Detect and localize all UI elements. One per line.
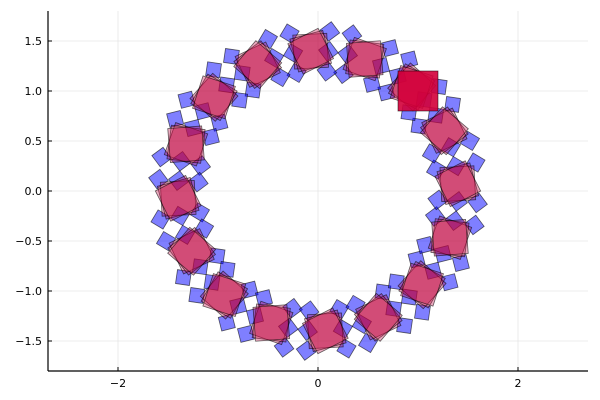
x-axis-ticks: −2 0 2	[110, 367, 522, 390]
red-square	[167, 226, 217, 276]
red-square	[400, 262, 444, 307]
red-square	[154, 174, 202, 222]
blue-square	[464, 214, 485, 236]
blue-square	[425, 159, 447, 180]
y-axis-ticks: 1.5 1.0 0.5 0.0 −0.5 −1.0 −1.5	[15, 35, 52, 348]
red-square	[167, 125, 205, 163]
blue-square	[177, 90, 196, 109]
blue-square	[337, 43, 359, 65]
x-tick-label: 2	[515, 377, 522, 390]
blue-square	[341, 24, 363, 45]
blue-square	[170, 150, 192, 172]
red-square	[431, 219, 469, 257]
red-square	[202, 273, 247, 317]
blue-square	[282, 43, 304, 64]
y-tick-label: −1.0	[15, 285, 42, 298]
blue-square	[170, 205, 191, 227]
blue-square	[444, 210, 466, 232]
highlight-red-square	[397, 70, 439, 112]
red-square	[233, 40, 283, 90]
blue-square	[329, 298, 350, 320]
red-square	[419, 106, 469, 156]
blue-square	[400, 50, 419, 69]
red-square	[192, 75, 236, 120]
blue-square	[445, 155, 466, 177]
red-square	[252, 304, 290, 342]
x-tick-label: 0	[315, 377, 322, 390]
highlighted-square	[397, 70, 439, 112]
y-tick-label: 0.5	[25, 135, 43, 148]
blue-square	[440, 273, 459, 292]
red-square	[346, 40, 384, 78]
x-tick-label: −2	[110, 377, 126, 390]
blue-square	[273, 337, 295, 358]
y-tick-label: 1.0	[25, 85, 43, 98]
blue-square	[332, 318, 354, 339]
y-tick-label: −0.5	[15, 235, 42, 248]
red-square	[353, 292, 403, 342]
y-tick-label: 0.0	[25, 185, 43, 198]
red-square	[287, 27, 335, 75]
blue-square	[277, 317, 299, 339]
blue-square	[217, 313, 236, 332]
blue-square	[189, 202, 211, 223]
y-tick-label: −1.5	[15, 335, 42, 348]
red-square	[301, 307, 349, 355]
blue-square	[286, 62, 307, 84]
blue-square	[151, 146, 172, 168]
y-tick-label: 1.5	[25, 35, 43, 48]
red-square	[434, 160, 482, 208]
grid-lines	[48, 11, 588, 371]
